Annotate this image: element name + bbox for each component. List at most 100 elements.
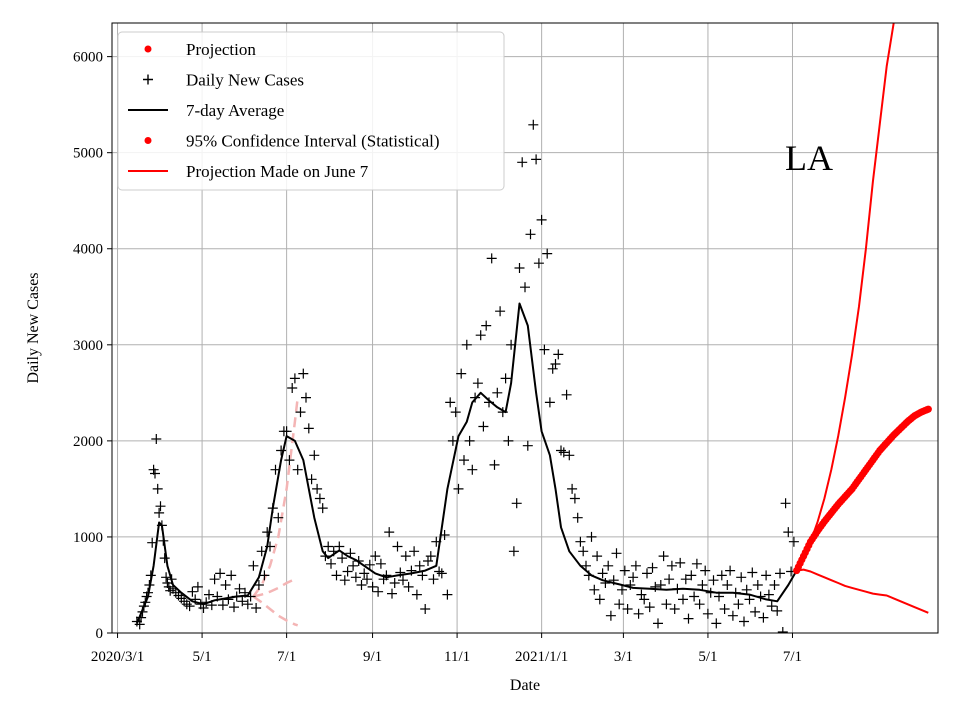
daily-case-point — [362, 574, 372, 585]
daily-case-point — [373, 586, 384, 597]
daily-case-point — [259, 570, 270, 581]
daily-case-point — [686, 570, 697, 581]
x-tick-label: 2020/3/1 — [91, 649, 144, 665]
daily-case-point — [772, 605, 783, 616]
daily-case-point — [517, 157, 528, 168]
daily-case-point — [314, 493, 325, 504]
daily-case-point — [558, 447, 569, 458]
daily-case-point — [248, 560, 259, 571]
daily-case-point — [669, 604, 680, 614]
daily-case-point — [514, 263, 525, 273]
x-tick-label: 5/1 — [698, 649, 717, 665]
daily-case-point — [495, 306, 506, 317]
legend-plus-marker — [143, 74, 153, 85]
daily-case-point — [456, 368, 467, 379]
daily-case-point — [161, 572, 172, 583]
daily-case-point — [550, 359, 561, 369]
daily-case-point — [719, 604, 730, 614]
daily-case-point — [425, 551, 436, 562]
daily-case-point — [625, 580, 636, 590]
earlier-lower-bound — [252, 595, 299, 627]
daily-case-point — [569, 493, 580, 504]
daily-case-point — [733, 599, 744, 610]
daily-case-point — [450, 407, 461, 418]
daily-case-point — [611, 548, 622, 559]
y-axis-label: Daily New Cases — [25, 272, 42, 383]
x-tick-label: 11/1 — [444, 649, 470, 665]
daily-case-point — [292, 464, 303, 475]
daily-case-point — [639, 594, 650, 605]
daily-case-point — [633, 608, 644, 619]
daily-case-point — [636, 589, 647, 600]
daily-case-point — [226, 570, 237, 581]
daily-case-point — [400, 551, 411, 562]
daily-case-point — [658, 551, 669, 562]
daily-case-point — [337, 553, 348, 564]
earlier-mid-line — [253, 578, 296, 598]
daily-case-point — [650, 581, 661, 592]
daily-case-point — [348, 560, 359, 571]
daily-case-point — [542, 248, 553, 259]
daily-case-point — [556, 445, 566, 456]
daily-case-point — [209, 574, 220, 585]
series-line-1 — [795, 408, 929, 572]
legend: Projection Daily New Cases 7-day Average 95… — [117, 31, 505, 191]
daily-case-point — [603, 560, 614, 571]
daily-case-point — [619, 565, 630, 576]
daily-case-point — [152, 483, 163, 494]
daily-case-point — [253, 580, 264, 590]
daily-case-point — [544, 397, 555, 408]
daily-case-point — [453, 483, 464, 494]
daily-case-point — [284, 455, 295, 466]
daily-case-point — [150, 468, 160, 479]
daily-case-point — [581, 560, 591, 571]
daily-case-point — [655, 580, 666, 590]
daily-case-point — [237, 596, 248, 607]
daily-case-point — [220, 580, 231, 590]
daily-case-point — [436, 568, 447, 579]
daily-case-point — [289, 373, 300, 384]
legend-label: 7-day Average — [186, 101, 284, 120]
daily-case-point — [392, 541, 403, 552]
series-line-2 — [795, 23, 895, 572]
region-annotation: LA — [785, 138, 833, 178]
series-line-3 — [796, 568, 929, 614]
daily-case-point — [697, 580, 708, 590]
daily-case-point — [217, 600, 228, 611]
daily-case-point — [409, 546, 420, 557]
daily-case-point — [575, 536, 586, 547]
daily-case-point — [750, 606, 761, 617]
legend-label: Projection Made on June 7 — [186, 162, 369, 181]
y-tick-label: 1000 — [73, 530, 103, 546]
daily-case-point — [234, 583, 245, 594]
daily-case-point — [525, 229, 536, 240]
legend-item: Projection Made on June 7 — [128, 162, 369, 181]
daily-case-point — [694, 599, 705, 610]
daily-case-point — [700, 565, 711, 576]
daily-case-point — [600, 578, 611, 588]
projection-point — [924, 405, 932, 413]
daily-case-point — [630, 560, 641, 571]
daily-case-point — [301, 392, 311, 403]
daily-case-point — [678, 594, 688, 605]
daily-case-point — [642, 568, 652, 579]
daily-case-point — [586, 531, 597, 542]
daily-case-point — [303, 423, 314, 434]
daily-case-point — [389, 578, 400, 588]
daily-case-point — [708, 575, 719, 586]
daily-case-point — [442, 589, 453, 600]
daily-case-point — [339, 575, 350, 586]
daily-case-point — [403, 581, 414, 592]
daily-case-point — [481, 320, 492, 331]
daily-case-point — [680, 574, 691, 585]
daily-case-point — [331, 570, 342, 581]
x-tick-label: 3/1 — [614, 649, 633, 665]
grid — [112, 23, 938, 634]
daily-case-point — [572, 512, 583, 523]
daily-case-point — [597, 568, 608, 579]
daily-case-point — [317, 503, 328, 514]
daily-case-point — [777, 627, 788, 633]
legend-item: 95% Confidence Interval (Statistical) — [144, 132, 440, 151]
x-axis-ticks: 2020/3/1 5/1 7/1 9/1 11/1 2021/1/1 3/1 5/1 7/1 — [91, 633, 802, 665]
legend-label: Daily New Cases — [186, 71, 304, 90]
